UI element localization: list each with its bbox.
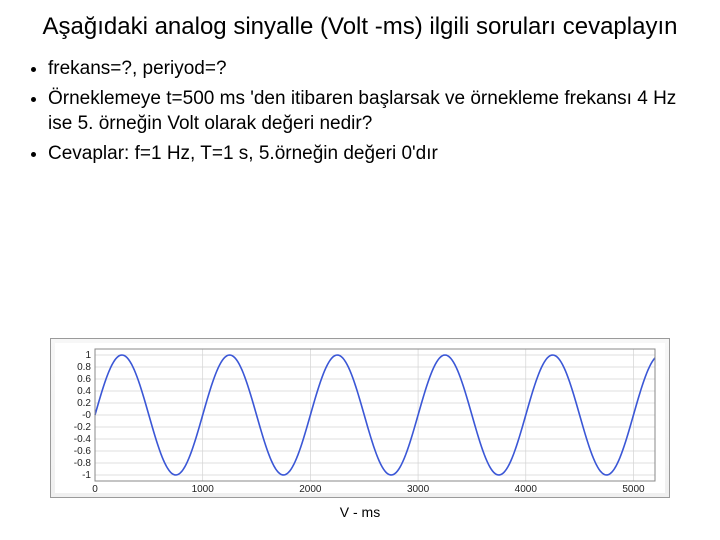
svg-text:5000: 5000 bbox=[622, 484, 645, 493]
axis-label: V - ms bbox=[50, 504, 670, 520]
chart-panel: -1-0.8-0.6-0.4-0.2-00.20.40.60.81 0 1000 20… bbox=[50, 338, 670, 498]
svg-text:-0.4: -0.4 bbox=[74, 434, 92, 445]
svg-text:-0.6: -0.6 bbox=[74, 446, 92, 457]
svg-text:-1: -1 bbox=[82, 470, 91, 481]
list-item: Cevaplar: f=1 Hz, T=1 s, 5.örneğin değer… bbox=[48, 141, 690, 167]
svg-text:0.6: 0.6 bbox=[77, 374, 91, 385]
svg-text:-0.2: -0.2 bbox=[74, 422, 92, 433]
svg-text:0.4: 0.4 bbox=[77, 386, 91, 397]
svg-text:4000: 4000 bbox=[515, 484, 538, 493]
svg-text:0.8: 0.8 bbox=[77, 362, 91, 373]
list-item: Örneklemeye t=500 ms 'den itibaren başla… bbox=[48, 86, 690, 137]
chart-container: -1-0.8-0.6-0.4-0.2-00.20.40.60.81 0 1000 20… bbox=[50, 338, 670, 520]
svg-text:1000: 1000 bbox=[192, 484, 215, 493]
bullet-list: frekans=?, periyod=? Örneklemeye t=500 m… bbox=[0, 48, 720, 167]
page-title: Aşağıdaki analog sinyalle (Volt -ms) ilg… bbox=[0, 0, 720, 48]
svg-text:3000: 3000 bbox=[407, 484, 430, 493]
sine-chart: -1-0.8-0.6-0.4-0.2-00.20.40.60.81 0 1000 20… bbox=[55, 343, 665, 493]
svg-text:0.2: 0.2 bbox=[77, 398, 91, 409]
svg-text:0: 0 bbox=[92, 484, 98, 493]
svg-text:-0: -0 bbox=[82, 410, 91, 421]
svg-text:1: 1 bbox=[85, 350, 91, 361]
svg-text:-0.8: -0.8 bbox=[74, 458, 92, 469]
list-item: frekans=?, periyod=? bbox=[48, 56, 690, 82]
svg-text:2000: 2000 bbox=[299, 484, 322, 493]
